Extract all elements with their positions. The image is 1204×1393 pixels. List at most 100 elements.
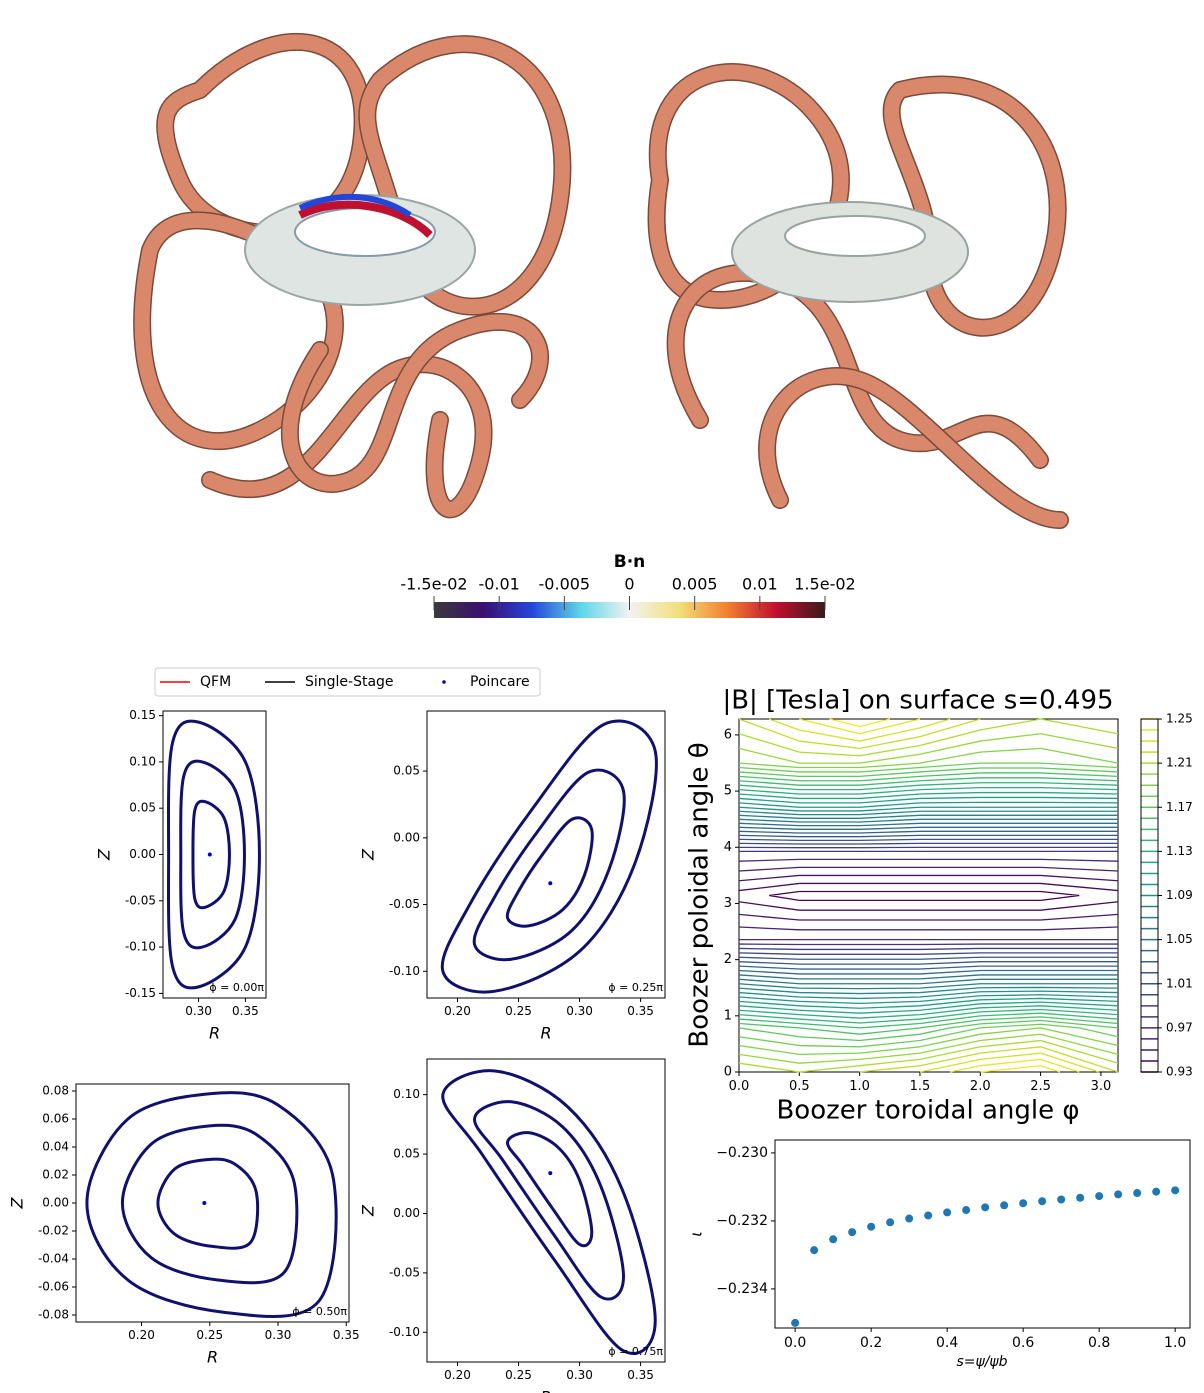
y-tick-label: 0.06 bbox=[42, 1112, 69, 1126]
x-tick-label: 0.30 bbox=[566, 1004, 593, 1018]
y-axis-label: Boozer poloidal angle θ bbox=[685, 742, 715, 1047]
plot-frame bbox=[162, 710, 267, 999]
data-point bbox=[905, 1214, 914, 1223]
magnetic-axis bbox=[548, 881, 553, 886]
contour-line bbox=[738, 810, 1119, 995]
x-tick-label: 0.2 bbox=[860, 1335, 882, 1351]
y-axis-label: Z bbox=[359, 848, 378, 861]
y-tick-label: -0.10 bbox=[389, 964, 420, 978]
y-tick-label: 0.05 bbox=[393, 1147, 420, 1161]
data-point bbox=[1000, 1201, 1009, 1210]
x-axis-label: s=ψ/ψb bbox=[956, 1354, 1007, 1370]
legend-label: QFM bbox=[200, 674, 231, 690]
y-tick-label: 0.10 bbox=[393, 1087, 420, 1101]
contour-line bbox=[738, 718, 1119, 1073]
y-tick-label: 0.05 bbox=[393, 764, 420, 778]
contour-line bbox=[738, 838, 1118, 960]
x-tick-label: 0.0 bbox=[729, 1079, 750, 1094]
coil bbox=[134, 212, 343, 449]
x-tick-label: 2.5 bbox=[1030, 1079, 1051, 1094]
x-tick-label: 2.0 bbox=[970, 1079, 991, 1094]
x-tick-label: 0.25 bbox=[196, 1328, 223, 1342]
x-tick-label: 0.5 bbox=[789, 1079, 810, 1094]
x-axis-label: R bbox=[540, 1388, 551, 1393]
magnetic-axis bbox=[202, 1201, 207, 1205]
colorbar-tick-label: 1.05 bbox=[1166, 932, 1193, 946]
coil bbox=[359, 36, 570, 315]
x-tick-label: 0.6 bbox=[1012, 1335, 1034, 1351]
contour-line bbox=[738, 777, 1119, 1029]
coil bbox=[759, 368, 1068, 528]
panel-annotation: ϕ = 0.75π bbox=[608, 1345, 663, 1358]
flux-surface bbox=[441, 1069, 657, 1355]
flux-surface bbox=[120, 1123, 299, 1285]
coil bbox=[282, 314, 548, 492]
colorbar-tick-label: 1.09 bbox=[1166, 888, 1193, 902]
y-tick-label: -0.02 bbox=[38, 1224, 69, 1238]
data-point bbox=[1114, 1190, 1123, 1199]
magnetic-axis bbox=[207, 852, 212, 857]
colorbar-tick-label: 0.005 bbox=[672, 575, 718, 594]
flux-surface bbox=[85, 1091, 338, 1319]
data-point bbox=[981, 1203, 990, 1212]
contour-line bbox=[738, 814, 1118, 990]
contour-line bbox=[738, 786, 1119, 1019]
y-axis-label: Z bbox=[95, 848, 114, 861]
x-tick-label: 0.25 bbox=[505, 1004, 532, 1018]
y-tick-label: 0.02 bbox=[42, 1168, 69, 1182]
y-tick-label: 0.15 bbox=[129, 708, 156, 722]
bn-highlight bbox=[298, 200, 433, 238]
y-tick-label: 5 bbox=[724, 784, 732, 799]
panel-annotation: ϕ = 0.50π bbox=[292, 1305, 347, 1318]
data-point bbox=[886, 1218, 895, 1227]
y-tick-label: −0.234 bbox=[716, 1281, 768, 1297]
x-axis-label: R bbox=[207, 1348, 218, 1367]
panel-annotation: ϕ = 0.00π bbox=[209, 981, 264, 994]
data-point bbox=[1038, 1197, 1047, 1206]
colorbar-tick-label: 1.13 bbox=[1166, 844, 1193, 858]
y-tick-label: -0.08 bbox=[38, 1308, 69, 1322]
contour-line bbox=[738, 850, 1118, 946]
x-tick-label: 0.30 bbox=[265, 1328, 292, 1342]
y-tick-label: -0.05 bbox=[389, 897, 420, 911]
x-tick-label: 0.25 bbox=[505, 1368, 532, 1382]
x-tick-label: 0.30 bbox=[185, 1004, 212, 1018]
contour-line bbox=[768, 718, 1099, 1073]
data-point bbox=[867, 1222, 876, 1231]
contour-line bbox=[738, 762, 1119, 1048]
chart-title: |B| [Tesla] on surface s=0.495 bbox=[722, 686, 1113, 716]
y-tick-label: -0.10 bbox=[125, 940, 156, 954]
contour-line bbox=[738, 801, 1119, 1005]
x-tick-label: 1.0 bbox=[849, 1079, 870, 1094]
data-point bbox=[1152, 1187, 1161, 1196]
flux-surface bbox=[505, 816, 594, 928]
colorbar-tick-label: 0.01 bbox=[742, 575, 778, 594]
data-point bbox=[1095, 1192, 1104, 1201]
x-tick-label: 3.0 bbox=[1091, 1079, 1112, 1094]
x-tick-label: 0.35 bbox=[627, 1368, 654, 1382]
y-tick-label: −0.230 bbox=[716, 1145, 768, 1161]
panel-annotation: ϕ = 0.25π bbox=[608, 981, 663, 994]
colorbar-tick-label: 1.21 bbox=[1166, 756, 1193, 770]
colorbar-tick-label: 0.97 bbox=[1166, 1020, 1193, 1034]
legend-swatch bbox=[442, 680, 446, 684]
contour-line bbox=[738, 818, 1118, 985]
legend-label: Single-Stage bbox=[305, 674, 394, 690]
render-right bbox=[647, 63, 1069, 529]
contour-line bbox=[799, 718, 1080, 1073]
data-point bbox=[1057, 1195, 1066, 1204]
coil bbox=[668, 265, 1048, 468]
y-tick-label: 6 bbox=[724, 727, 732, 742]
contour-line bbox=[738, 866, 1119, 931]
x-tick-label: 0.20 bbox=[128, 1328, 155, 1342]
data-point bbox=[1019, 1199, 1028, 1208]
plot-frame bbox=[426, 710, 666, 999]
colorbar-tick-label: 1.17 bbox=[1166, 800, 1193, 814]
y-tick-label: -0.04 bbox=[38, 1252, 69, 1266]
contour-line bbox=[769, 890, 1080, 902]
legend-label: Poincare bbox=[470, 674, 530, 690]
x-tick-label: 0.30 bbox=[566, 1368, 593, 1382]
y-tick-label: -0.10 bbox=[389, 1325, 420, 1339]
colorbar-tick-label: -0.005 bbox=[539, 575, 591, 594]
